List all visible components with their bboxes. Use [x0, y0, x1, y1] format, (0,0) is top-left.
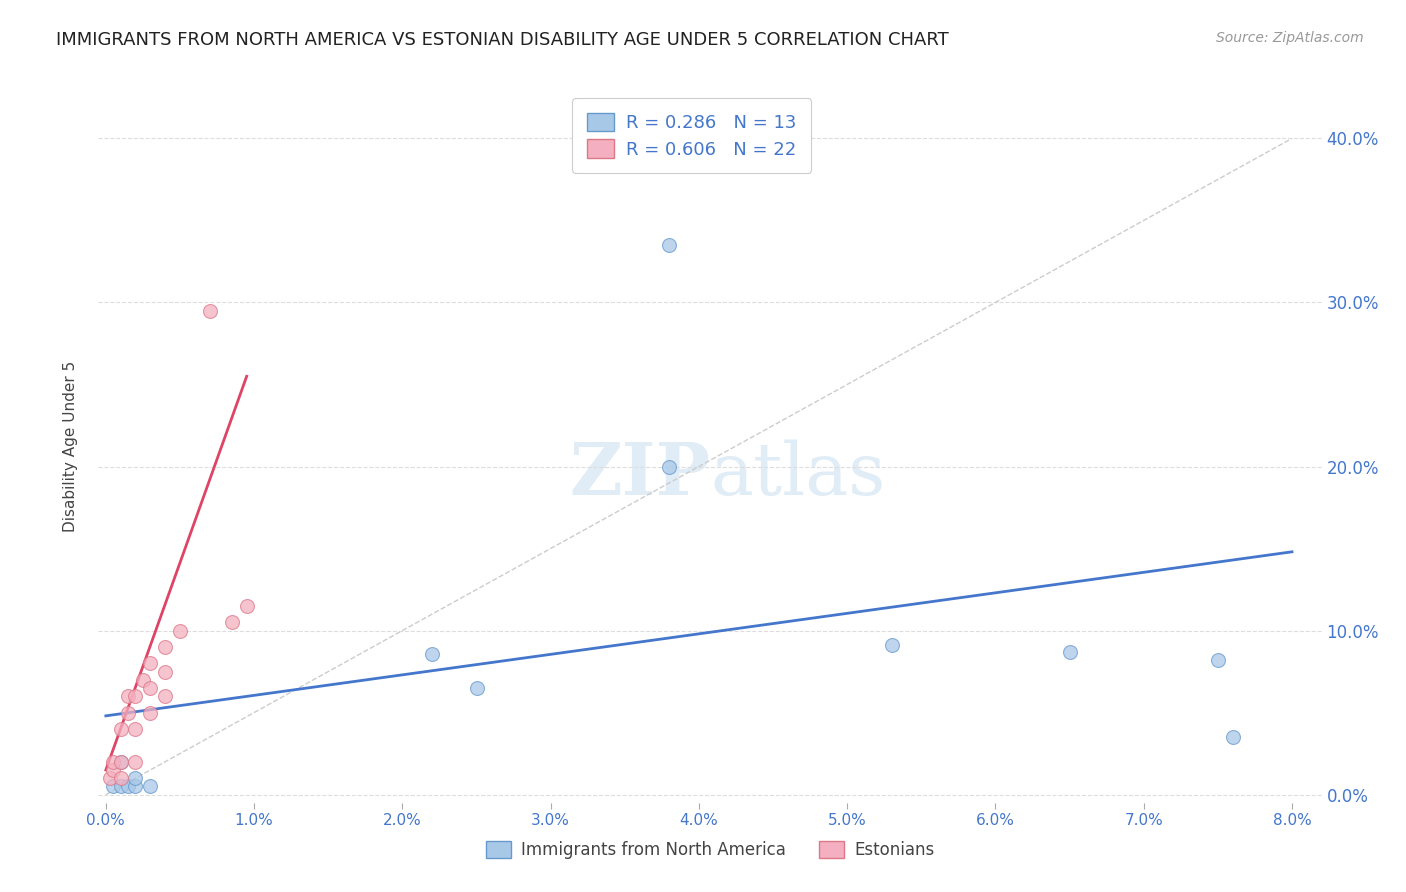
- Point: [1222, 730, 1244, 744]
- Point: [110, 755, 132, 769]
- Point: [117, 689, 139, 703]
- Point: [124, 689, 146, 703]
- Point: [221, 615, 243, 630]
- Legend: Immigrants from North America, Estonians: Immigrants from North America, Estonians: [479, 834, 941, 866]
- Point: [658, 238, 681, 252]
- Point: [110, 771, 132, 785]
- Point: [139, 681, 162, 695]
- Point: [98, 771, 121, 785]
- Point: [880, 638, 903, 652]
- Point: [124, 780, 146, 794]
- Point: [139, 657, 162, 671]
- Text: atlas: atlas: [710, 439, 886, 510]
- Point: [153, 689, 176, 703]
- Point: [658, 459, 681, 474]
- Text: ZIP: ZIP: [569, 439, 710, 510]
- Point: [198, 303, 221, 318]
- Point: [132, 673, 155, 687]
- Y-axis label: Disability Age Under 5: Disability Age Under 5: [63, 360, 77, 532]
- Point: [124, 771, 146, 785]
- Point: [117, 706, 139, 720]
- Point: [153, 665, 176, 679]
- Point: [139, 780, 162, 794]
- Point: [110, 722, 132, 736]
- Point: [103, 780, 125, 794]
- Point: [117, 780, 139, 794]
- Point: [169, 624, 191, 638]
- Point: [124, 755, 146, 769]
- Point: [110, 780, 132, 794]
- Point: [103, 755, 125, 769]
- Point: [103, 763, 125, 777]
- Point: [124, 722, 146, 736]
- Point: [235, 599, 257, 613]
- Point: [420, 647, 443, 661]
- Point: [1059, 645, 1081, 659]
- Point: [153, 640, 176, 654]
- Point: [1206, 653, 1229, 667]
- Text: IMMIGRANTS FROM NORTH AMERICA VS ESTONIAN DISABILITY AGE UNDER 5 CORRELATION CHA: IMMIGRANTS FROM NORTH AMERICA VS ESTONIA…: [56, 31, 949, 49]
- Point: [139, 706, 162, 720]
- Text: Source: ZipAtlas.com: Source: ZipAtlas.com: [1216, 31, 1364, 45]
- Point: [110, 755, 132, 769]
- Point: [465, 681, 488, 695]
